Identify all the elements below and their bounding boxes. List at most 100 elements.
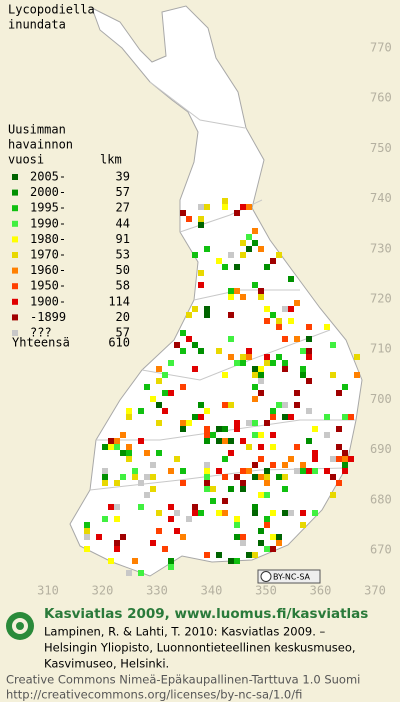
record-square [312,510,318,516]
record-square [288,276,294,282]
record-square [222,456,228,462]
record-square [246,234,252,240]
record-square [252,366,258,372]
record-square [252,282,258,288]
record-square [324,468,330,474]
record-square [180,330,186,336]
record-square [312,426,318,432]
grid-label-east: 340 [201,584,223,598]
record-square [258,528,264,534]
record-square [120,534,126,540]
record-square [222,198,228,204]
record-square [252,384,258,390]
record-square [168,558,174,564]
record-square [246,354,252,360]
record-square [180,426,186,432]
record-square [330,474,336,480]
record-square [204,204,210,210]
record-square [192,366,198,372]
record-square [222,474,228,480]
legend-swatch [12,283,18,290]
record-square [324,414,330,420]
record-square [246,246,252,252]
record-square [186,216,192,222]
record-square [162,372,168,378]
record-square [228,438,234,444]
record-square [162,390,168,396]
record-square [240,204,246,210]
record-square [264,264,270,270]
record-square [246,444,252,450]
record-square [198,216,204,222]
record-square [342,462,348,468]
legend-label: 1970- [30,248,66,262]
record-square [156,366,162,372]
legend-count: 53 [116,248,130,262]
grid-label-east: 350 [255,584,277,598]
record-square [198,414,204,420]
cc-badge-label: BY-NC-SA [273,573,311,582]
grid-label-north: 680 [370,492,392,506]
legend-count: 27 [116,201,130,215]
legend-label: 1950- [30,279,66,293]
record-square [342,384,348,390]
record-square [264,474,270,480]
license-url: http://creativecommons.org/licenses/by-n… [6,688,302,702]
record-square [336,456,342,462]
record-square [306,468,312,474]
record-square [324,432,330,438]
record-square [252,504,258,510]
legend-count: 20 [116,310,130,324]
record-square [234,534,240,540]
record-square [228,486,234,492]
legend-count: 57 [116,185,130,199]
record-square [180,534,186,540]
record-square [294,336,300,342]
legend-header: havainnon [8,138,73,152]
record-square [156,510,162,516]
record-square [234,522,240,528]
record-square [300,366,306,372]
record-square [204,432,210,438]
record-square [102,516,108,522]
record-square [294,390,300,396]
record-square [204,312,210,318]
record-square [84,546,90,552]
record-square [258,246,264,252]
record-square [108,438,114,444]
record-square [240,480,246,486]
record-square [330,342,336,348]
record-square [96,534,102,540]
record-square [222,264,228,270]
record-square [282,414,288,420]
grid-label-north: 690 [370,442,392,456]
legend-count: 114 [108,294,130,308]
record-square [186,336,192,342]
record-square [180,468,186,474]
grid-label-north: 760 [370,91,392,105]
record-square [84,534,90,540]
title: inundata [8,18,66,32]
legend-count-header: lkm [100,153,122,167]
record-square [288,318,294,324]
record-square [168,468,174,474]
record-square [306,378,312,384]
grid-label-north: 750 [370,141,392,155]
record-square [156,528,162,534]
logo [6,612,34,640]
record-square [282,510,288,516]
record-square [126,570,132,576]
record-square [258,372,264,378]
record-square [312,450,318,456]
record-square [234,288,240,294]
record-square [282,306,288,312]
record-square [204,462,210,468]
record-square [270,360,276,366]
record-square [198,510,204,516]
record-square [264,306,270,312]
record-square [264,360,270,366]
record-square [264,480,270,486]
record-square [312,456,318,462]
record-square [240,438,246,444]
record-square [192,510,198,516]
